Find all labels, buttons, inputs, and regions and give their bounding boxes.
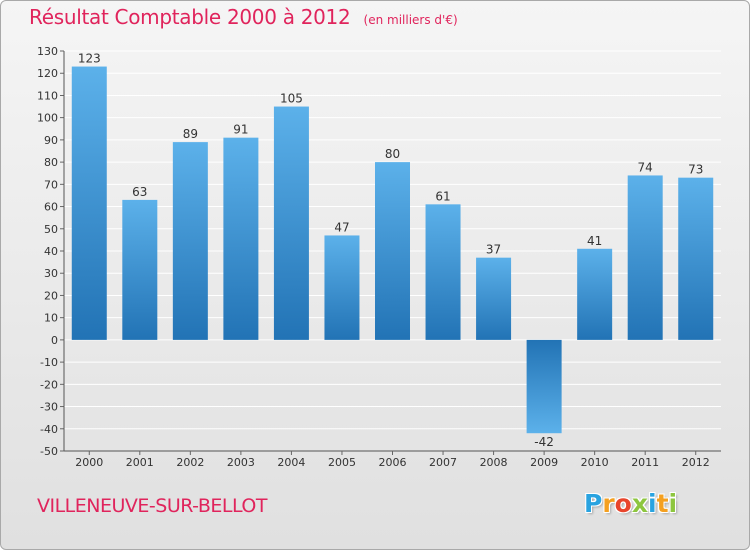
bar-2000 [71, 66, 107, 340]
x-tick-label: 2003 [227, 456, 255, 469]
y-tick-label: 100 [37, 112, 58, 125]
y-tick-label: 10 [44, 312, 58, 325]
logo-letter: r [602, 489, 615, 518]
logo-letter: o [614, 489, 632, 518]
y-tick-label: -20 [40, 378, 58, 391]
bar-2005 [324, 235, 360, 340]
y-tick-label: 40 [44, 245, 58, 258]
bar-2006 [375, 162, 410, 340]
data-label: 91 [233, 123, 248, 137]
logo-letter: P [584, 489, 603, 518]
bar-2012 [678, 177, 714, 340]
data-label: 73 [688, 163, 703, 177]
data-label: 41 [587, 234, 602, 248]
logo-letter: x [631, 489, 648, 518]
data-label: 61 [435, 189, 450, 203]
y-tick-label: 0 [51, 334, 58, 347]
data-label: -42 [534, 435, 554, 449]
x-tick-label: 2009 [530, 456, 558, 469]
data-label: 123 [78, 52, 101, 66]
bar-2009 [526, 339, 562, 434]
y-tick-label: -10 [40, 356, 58, 369]
x-tick-label: 2006 [379, 456, 407, 469]
y-tick-label: 120 [37, 67, 58, 80]
y-tick-label: 20 [44, 289, 58, 302]
logo-letter: i [668, 489, 678, 518]
x-tick-label: 2002 [176, 456, 204, 469]
x-tick-label: 2000 [75, 456, 103, 469]
x-tick-label: 2004 [277, 456, 305, 469]
y-tick-label: 130 [37, 45, 58, 58]
x-tick-label: 2007 [429, 456, 457, 469]
logo-letter: i [648, 489, 657, 518]
y-tick-label: 80 [44, 156, 58, 169]
chart-subtitle: (en milliers d'€) [363, 13, 458, 27]
data-label: 105 [280, 92, 303, 106]
bar-2004 [273, 106, 309, 340]
x-tick-label: 2008 [480, 456, 508, 469]
data-label: 80 [385, 147, 400, 161]
data-label: 47 [334, 220, 349, 234]
y-tick-label: 50 [44, 223, 58, 236]
data-label: 37 [486, 243, 501, 257]
bar-2010 [577, 248, 613, 340]
bar-2001 [122, 199, 158, 340]
y-tick-label: 110 [37, 89, 58, 102]
proxiti-logo[interactable]: Proxiti [584, 489, 677, 518]
data-label: 74 [638, 160, 653, 174]
bar-2002 [172, 142, 208, 340]
chart-title: Résultat Comptable 2000 à 2012 [29, 5, 351, 29]
y-tick-label: -50 [40, 445, 58, 458]
y-tick-label: 60 [44, 201, 58, 214]
title-row: Résultat Comptable 2000 à 2012 (en milli… [29, 5, 458, 29]
bar-2007 [425, 204, 461, 340]
x-tick-label: 2010 [581, 456, 609, 469]
x-tick-label: 2001 [126, 456, 154, 469]
bar-2008 [476, 257, 512, 340]
data-label: 89 [183, 127, 198, 141]
bar-2003 [223, 137, 259, 340]
y-tick-label: 70 [44, 178, 58, 191]
logo-letter: t [656, 489, 669, 518]
bar-2011 [627, 175, 663, 340]
x-tick-label: 2011 [631, 456, 659, 469]
x-tick-label: 2012 [682, 456, 710, 469]
x-tick-label: 2005 [328, 456, 356, 469]
town-name: VILLENEUVE-SUR-BELLOT [37, 495, 267, 517]
y-tick-label: -30 [40, 401, 58, 414]
y-tick-label: 90 [44, 134, 58, 147]
y-tick-label: -40 [40, 423, 58, 436]
y-tick-label: 30 [44, 267, 58, 280]
data-label: 63 [132, 185, 147, 199]
